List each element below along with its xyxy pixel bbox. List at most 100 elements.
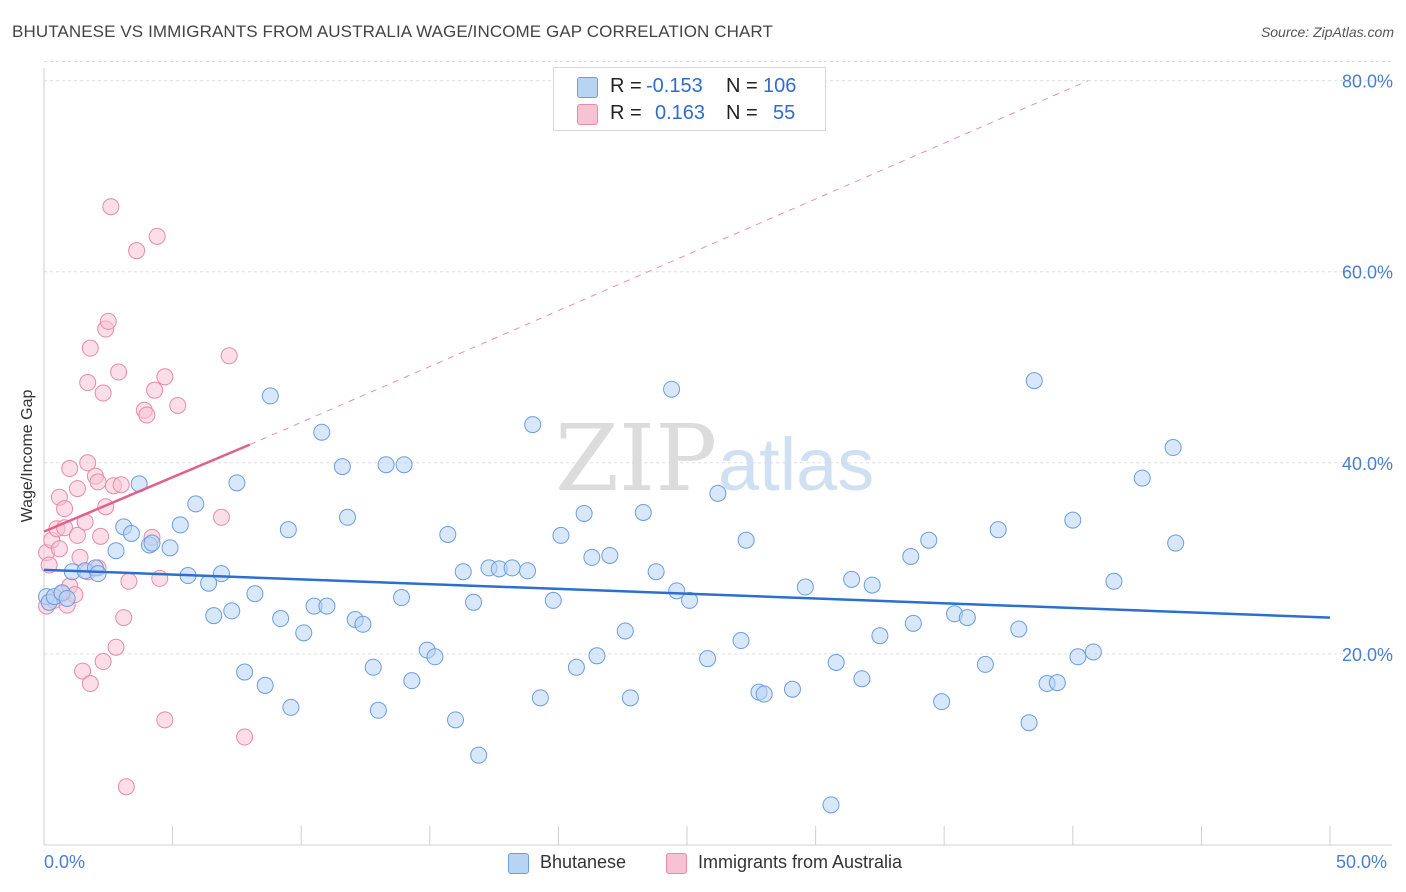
data-point-bhutanese — [583, 548, 601, 566]
data-point-bhutanese — [958, 609, 976, 627]
series-bhutanese — [38, 372, 1185, 814]
data-point-bhutanese — [1084, 643, 1102, 661]
data-point-bhutanese — [122, 525, 140, 543]
data-point-bhutanese — [256, 676, 274, 694]
data-point-bhutanese — [531, 689, 549, 707]
data-point-australia — [138, 406, 156, 424]
data-point-australia — [79, 454, 97, 472]
legend-swatch-blue — [577, 77, 598, 98]
data-point-bhutanese — [783, 680, 801, 698]
data-point-bhutanese — [1064, 511, 1082, 529]
x-axis-min-label: 0.0% — [44, 852, 86, 872]
data-point-bhutanese — [447, 711, 465, 729]
data-point-bhutanese — [709, 484, 727, 502]
data-point-bhutanese — [272, 610, 290, 628]
data-point-bhutanese — [279, 521, 297, 539]
data-point-bhutanese — [1020, 714, 1038, 732]
data-point-australia — [107, 638, 125, 656]
data-point-bhutanese — [634, 503, 652, 521]
watermark-atlas: atlas — [718, 423, 874, 506]
data-point-australia — [156, 368, 174, 386]
trend-line-australia-extension — [249, 80, 1089, 446]
series-immigrants-from-australia — [38, 198, 254, 796]
data-point-bhutanese — [426, 648, 444, 666]
data-point-bhutanese — [89, 565, 107, 583]
data-point-bhutanese — [827, 653, 845, 671]
legend-label-australia: Immigrants from Australia — [698, 852, 903, 872]
data-point-bhutanese — [403, 672, 421, 690]
chart-source: Source: ZipAtlas.com — [1260, 24, 1394, 40]
data-point-australia — [74, 662, 92, 680]
data-point-australia — [148, 227, 166, 245]
data-point-bhutanese — [843, 570, 861, 588]
data-point-bhutanese — [575, 504, 593, 522]
data-point-australia — [79, 374, 97, 392]
legend-row-australia: R = 0.163 N = 55 — [554, 101, 825, 127]
data-point-bhutanese — [902, 547, 920, 565]
data-point-australia — [56, 500, 74, 518]
data-point-bhutanese — [544, 591, 562, 609]
data-point-australia — [102, 198, 120, 216]
data-point-australia — [81, 675, 99, 693]
data-point-bhutanese — [1105, 572, 1123, 590]
data-point-bhutanese — [369, 701, 387, 719]
data-point-bhutanese — [236, 663, 254, 681]
data-point-bhutanese — [187, 495, 205, 513]
legend-r-label: R = — [610, 75, 642, 97]
data-point-bhutanese — [282, 698, 300, 716]
data-point-bhutanese — [439, 525, 457, 543]
data-point-bhutanese — [454, 563, 472, 581]
data-point-bhutanese — [871, 627, 889, 645]
data-point-australia — [92, 527, 110, 545]
legend-swatch-blue — [508, 853, 529, 874]
data-point-bhutanese — [863, 576, 881, 594]
data-point-bhutanese — [989, 521, 1007, 539]
data-point-bhutanese — [904, 614, 922, 632]
data-point-bhutanese — [364, 658, 382, 676]
data-point-bhutanese — [519, 562, 537, 580]
legend-n-label: N = — [726, 102, 758, 124]
data-point-australia — [110, 363, 128, 381]
legend-r-label: R = — [610, 102, 642, 124]
x-axis-ticks — [43, 826, 1331, 845]
data-point-bhutanese — [465, 593, 483, 611]
data-point-bhutanese — [318, 597, 336, 615]
trend-line-bhutanese — [43, 568, 1331, 619]
gridlines — [44, 60, 1392, 655]
data-point-bhutanese — [338, 508, 356, 526]
data-point-australia — [169, 396, 187, 414]
data-point-bhutanese — [853, 670, 871, 688]
data-point-australia — [212, 508, 230, 526]
data-point-bhutanese — [377, 456, 395, 474]
watermark-zip: ZIP — [555, 405, 717, 512]
data-point-bhutanese — [976, 655, 994, 673]
data-point-bhutanese — [503, 559, 521, 577]
y-tick-label: 80.0% — [1342, 72, 1393, 92]
data-point-australia — [68, 480, 86, 498]
legend-swatch-pink — [577, 104, 598, 125]
data-point-bhutanese — [395, 456, 413, 474]
stats-legend: R = -0.153 N = 106 R = 0.163 N = 55 — [553, 67, 826, 131]
data-point-bhutanese — [161, 539, 179, 557]
data-point-bhutanese — [228, 474, 246, 492]
data-point-bhutanese — [1010, 620, 1028, 638]
data-point-bhutanese — [524, 416, 542, 434]
data-point-bhutanese — [223, 602, 241, 620]
data-point-bhutanese — [668, 582, 686, 600]
data-point-bhutanese — [1048, 674, 1066, 692]
data-point-bhutanese — [171, 516, 189, 534]
data-point-australia — [115, 609, 133, 627]
data-point-bhutanese — [755, 685, 773, 703]
data-point-australia — [128, 242, 146, 260]
data-point-bhutanese — [699, 650, 717, 668]
chart-title: BHUTANESE VS IMMIGRANTS FROM AUSTRALIA W… — [12, 22, 773, 41]
legend-row-bhutanese: R = -0.153 N = 106 — [554, 74, 825, 100]
data-point-australia — [94, 384, 112, 402]
data-point-bhutanese — [616, 622, 634, 640]
data-point-australia — [112, 476, 130, 494]
y-tick-label: 40.0% — [1342, 454, 1393, 474]
y-tick-label: 20.0% — [1342, 645, 1393, 665]
data-point-bhutanese — [796, 578, 814, 596]
data-point-australia — [89, 473, 107, 491]
data-point-australia — [94, 653, 112, 671]
